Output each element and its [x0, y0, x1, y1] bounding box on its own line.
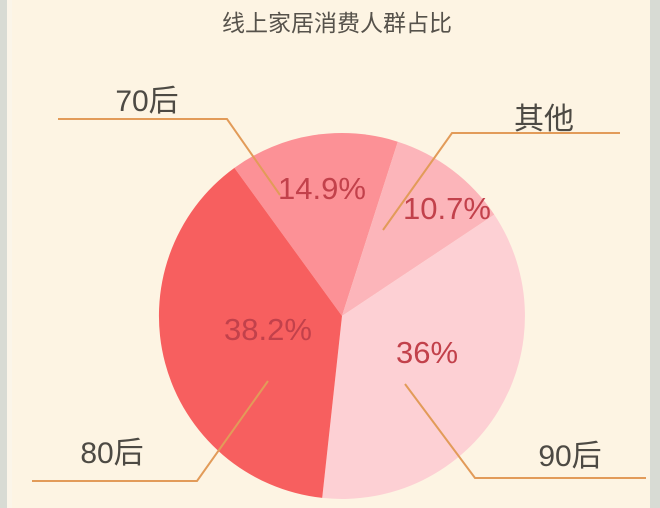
pie-slice-1 [342, 141, 495, 316]
pie-slice-2 [322, 214, 525, 499]
leader-line-1 [382, 132, 620, 231]
leader-line-3 [32, 380, 269, 482]
pie-slice-3 [158, 167, 342, 498]
page-gutter-left-inner [7, 0, 12, 508]
pie-slice-0 [234, 132, 398, 316]
page-gutter-left [0, 0, 7, 508]
chart-title: 线上家居消费人群占比 [222, 10, 452, 36]
leader-line-0 [58, 118, 281, 196]
page-gutter-right [650, 0, 660, 508]
leader-line-2 [404, 383, 646, 479]
